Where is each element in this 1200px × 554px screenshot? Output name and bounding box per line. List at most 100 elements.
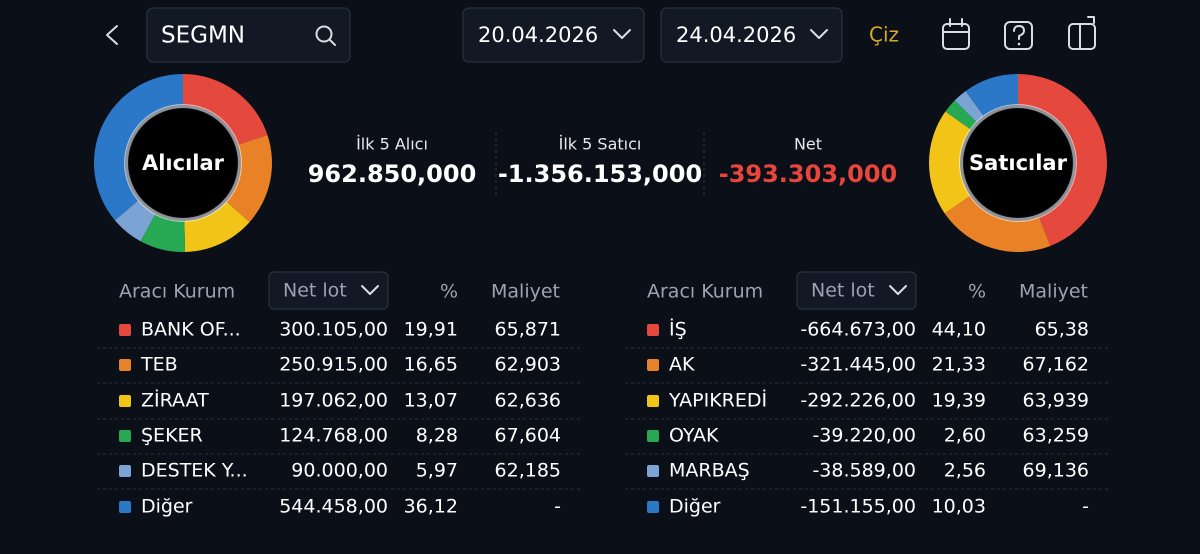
broker-name: ŞEKER: [141, 425, 203, 447]
column-header: %: [440, 281, 458, 303]
column-header: Net lot: [283, 280, 347, 302]
broker-name: OYAK: [669, 425, 719, 447]
sort-dropdown[interactable]: [268, 271, 389, 310]
donut-segment: [184, 201, 250, 252]
percent: 16,65: [404, 354, 458, 376]
net-lot: -292.226,00: [800, 390, 916, 412]
color-swatch: [119, 430, 131, 442]
percent: 13,07: [404, 390, 458, 412]
broker-name: ZİRAAT: [141, 389, 209, 412]
donut-segment: [944, 195, 1051, 253]
cost: 65,38: [1035, 319, 1089, 341]
cost: 65,871: [495, 319, 561, 341]
draw-button[interactable]: Çiz: [869, 23, 899, 47]
percent: 44,10: [932, 319, 986, 341]
color-swatch: [647, 430, 659, 442]
start-date: 20.04.2026: [478, 23, 598, 47]
net-lot: 300.105,00: [279, 319, 388, 341]
donut-segment: [140, 213, 186, 252]
dropdown-arrow: [613, 29, 631, 39]
cost: 63,939: [1023, 390, 1089, 412]
cost: -: [554, 496, 561, 518]
net-lot: 90.000,00: [291, 460, 388, 482]
help-icon[interactable]: [1004, 21, 1033, 50]
color-swatch: [119, 501, 131, 513]
summary-label: İlk 5 Alıcı: [356, 135, 428, 154]
broker-name: BANK OF...: [141, 319, 241, 341]
net-lot: -321.445,00: [800, 354, 916, 376]
donut-hole: [129, 109, 237, 217]
dropdown-arrow: [810, 29, 828, 39]
color-swatch: [119, 395, 131, 407]
donut-hole: [964, 109, 1072, 217]
color-swatch: [647, 324, 659, 336]
donut-label: Satıcılar: [969, 151, 1068, 175]
start-date-box[interactable]: [462, 7, 645, 63]
search-box[interactable]: [146, 7, 351, 63]
percent: 36,12: [404, 496, 458, 518]
cost: 62,636: [495, 390, 561, 412]
summary-value: 962.850,000: [308, 160, 477, 188]
donut-inner-ring: [959, 104, 1077, 222]
back-button[interactable]: [106, 25, 118, 45]
donut-segment: [93, 74, 183, 221]
percent: 19,91: [404, 319, 458, 341]
percent: 2,56: [944, 460, 986, 482]
net-lot: 197.062,00: [279, 390, 388, 412]
percent: 19,39: [932, 390, 986, 412]
broker-name: AK: [669, 354, 695, 376]
search-text: SEGMN: [161, 23, 245, 49]
color-swatch: [647, 359, 659, 371]
dropdown-arrow: [361, 285, 379, 295]
column-header: Net lot: [811, 280, 875, 302]
donut-segment: [226, 135, 272, 223]
column-header: Aracı Kurum: [647, 281, 763, 303]
donut-segment: [183, 74, 268, 145]
color-swatch: [647, 465, 659, 477]
column-header: Aracı Kurum: [119, 281, 235, 303]
net-lot: 124.768,00: [279, 425, 388, 447]
color-swatch: [119, 465, 131, 477]
layout-icon[interactable]: [1068, 16, 1096, 50]
broker-name: Diğer: [669, 496, 721, 518]
percent: 10,03: [932, 496, 986, 518]
percent: 5,97: [416, 460, 458, 482]
net-lot: -38.589,00: [812, 460, 916, 482]
percent: 2,60: [944, 425, 986, 447]
column-header: Maliyet: [491, 281, 560, 303]
donut-inner-ring: [124, 104, 242, 222]
net-lot: -664.673,00: [800, 319, 916, 341]
donut-label: Alıcılar: [142, 151, 225, 175]
color-swatch: [119, 324, 131, 336]
net-lot: 250.915,00: [279, 354, 388, 376]
summary-label: Net: [794, 135, 822, 154]
dropdown-arrow: [889, 285, 907, 295]
search-icon[interactable]: [315, 25, 336, 46]
cost: 62,185: [495, 460, 561, 482]
net-lot: -151.155,00: [800, 496, 916, 518]
donut-segment: [114, 200, 156, 242]
broker-name: YAPIKREDİ: [668, 389, 767, 412]
end-date: 24.04.2026: [676, 23, 796, 47]
color-swatch: [647, 395, 659, 407]
sort-dropdown[interactable]: [796, 271, 917, 310]
broker-name: İŞ: [669, 318, 687, 341]
end-date-box[interactable]: [660, 7, 843, 63]
cost: 67,162: [1023, 354, 1089, 376]
percent: 8,28: [416, 425, 458, 447]
column-header: Maliyet: [1019, 281, 1088, 303]
color-swatch: [647, 501, 659, 513]
summary-value: -393.303,000: [719, 160, 898, 188]
net-lot: -39.220,00: [812, 425, 916, 447]
calendar-icon[interactable]: [942, 18, 970, 50]
cost: 63,259: [1023, 425, 1089, 447]
color-swatch: [119, 359, 131, 371]
cost: -: [1082, 496, 1089, 518]
cost: 67,604: [495, 425, 561, 447]
broker-name: TEB: [140, 354, 178, 376]
donut-segment: [945, 100, 977, 130]
donut-segment: [954, 91, 984, 123]
net-lot: 544.458,00: [279, 496, 388, 518]
